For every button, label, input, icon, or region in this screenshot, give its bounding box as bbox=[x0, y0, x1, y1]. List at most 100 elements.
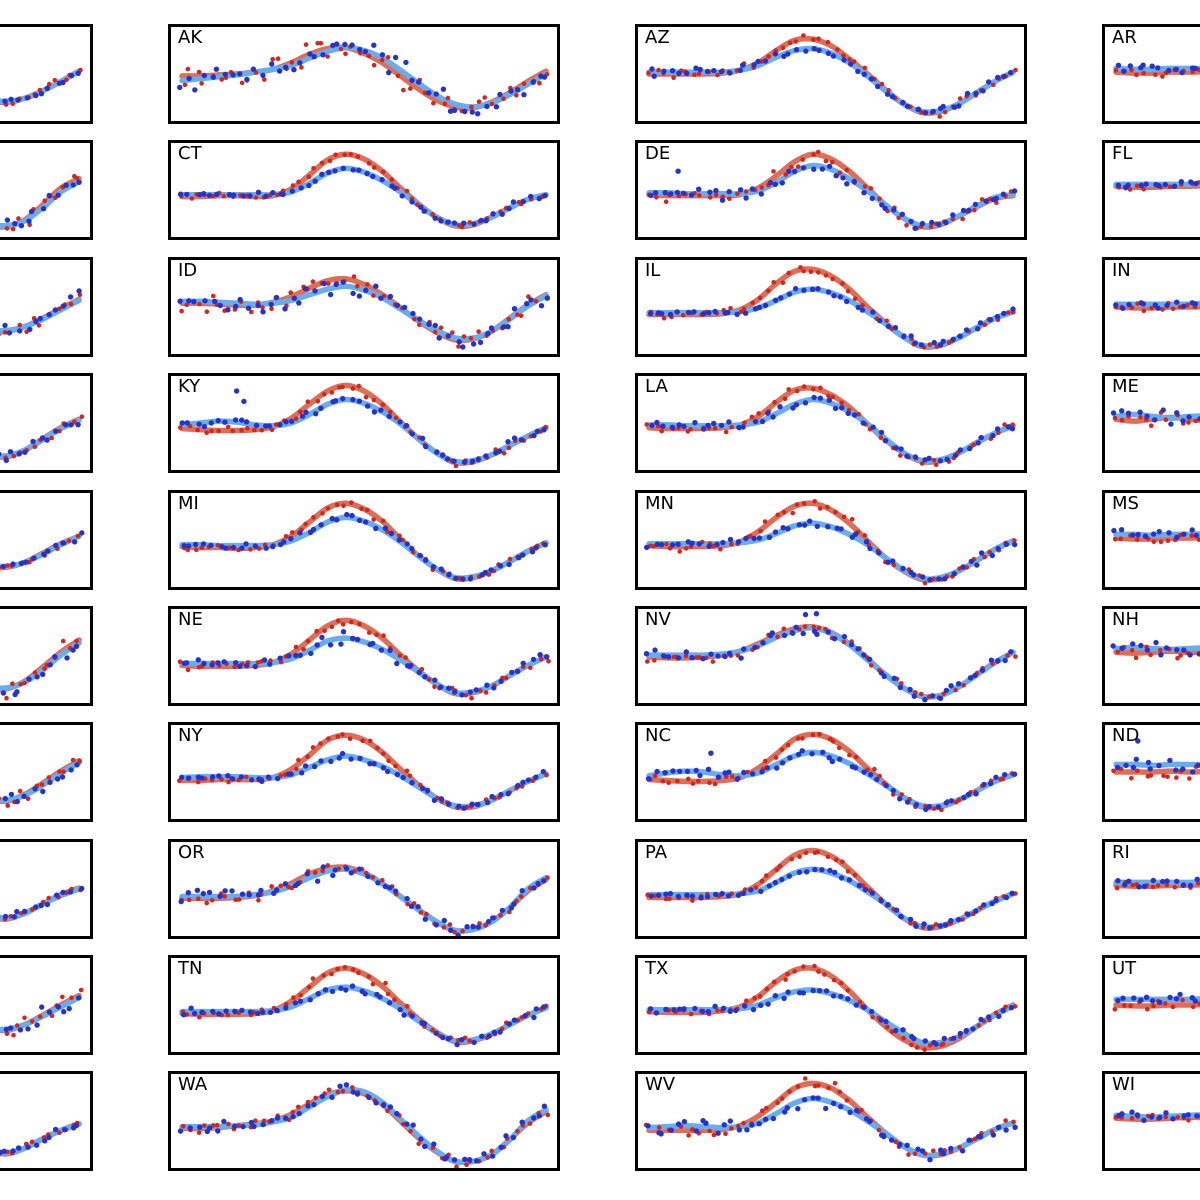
state-panel-IN: IN bbox=[1102, 257, 1200, 357]
blue-scatter bbox=[645, 748, 1018, 813]
blue-scatter bbox=[648, 163, 1018, 231]
trend-plot bbox=[1110, 639, 1200, 661]
blue-scatter bbox=[648, 866, 1015, 931]
trend-plot bbox=[0, 173, 82, 232]
trend-plot bbox=[646, 33, 1018, 119]
trend-plot bbox=[177, 40, 550, 117]
trend-plot bbox=[645, 847, 1018, 931]
panel-label: AZ bbox=[645, 27, 670, 48]
trend-plot bbox=[1113, 62, 1200, 79]
blue-scatter bbox=[1113, 299, 1199, 311]
blue-scatter bbox=[179, 395, 547, 465]
state-panel-UT: UT bbox=[1102, 955, 1200, 1055]
state-panel-OR: OR bbox=[168, 839, 560, 939]
red-scatter bbox=[177, 618, 551, 701]
blue-scatter bbox=[2, 70, 81, 104]
blue-scatter bbox=[0, 643, 80, 698]
state-panel-left-row2 bbox=[0, 140, 93, 240]
red-scatter bbox=[179, 863, 550, 935]
trend-plot bbox=[643, 1076, 1018, 1163]
blue-scatter bbox=[645, 1095, 1018, 1163]
trend-plot bbox=[178, 382, 549, 469]
panel-label: IL bbox=[645, 260, 661, 281]
panel-label: WI bbox=[1112, 1074, 1136, 1095]
panel-label: MS bbox=[1112, 493, 1139, 514]
panel-label: TN bbox=[178, 958, 203, 979]
state-panel-NC: NC bbox=[635, 722, 1027, 822]
blue-scatter bbox=[2, 288, 82, 336]
blue-scatter bbox=[647, 286, 1016, 348]
trend-plot bbox=[646, 265, 1016, 350]
panel-label: TX bbox=[645, 958, 669, 979]
state-panel-WV: WV bbox=[635, 1071, 1027, 1171]
trend-plot bbox=[1113, 179, 1200, 192]
blue-scatter bbox=[1114, 756, 1200, 775]
blue-scatter bbox=[643, 624, 1014, 703]
state-panel-ND: ND bbox=[1102, 722, 1200, 822]
trend-plot bbox=[0, 1120, 82, 1157]
state-panel-DE: DE bbox=[635, 140, 1027, 240]
trend-plot bbox=[1113, 1109, 1200, 1123]
panel-label: UT bbox=[1112, 958, 1137, 979]
trend-plot bbox=[643, 611, 1018, 703]
panel-label: IN bbox=[1112, 260, 1131, 281]
state-panel-left-row6 bbox=[0, 606, 93, 706]
blue-scatter bbox=[177, 165, 548, 227]
panel-label: NH bbox=[1112, 609, 1139, 630]
state-panel-TN: TN bbox=[168, 955, 560, 1055]
state-panel-NE: NE bbox=[168, 606, 560, 706]
blue-scatter bbox=[177, 279, 550, 350]
blue-scatter bbox=[3, 995, 82, 1033]
trend-plot bbox=[0, 67, 83, 107]
red-scatter bbox=[1112, 410, 1198, 428]
panel-label: NE bbox=[178, 609, 203, 630]
state-panel-FL: FL bbox=[1102, 140, 1200, 240]
state-panel-left-row7 bbox=[0, 722, 93, 822]
trend-plot bbox=[179, 965, 549, 1048]
state-panel-LA: LA bbox=[635, 373, 1027, 473]
state-panel-NV: NV bbox=[635, 606, 1027, 706]
trend-plot bbox=[645, 731, 1018, 813]
state-panel-left-row1 bbox=[0, 24, 93, 124]
panel-label: PA bbox=[645, 842, 668, 863]
blue-scatter bbox=[178, 864, 547, 936]
state-panel-AR: AR bbox=[1102, 24, 1200, 124]
red-scatter bbox=[1114, 879, 1200, 891]
trend-plot bbox=[1111, 738, 1200, 781]
blue-scatter bbox=[181, 629, 550, 698]
blue-scatter bbox=[1110, 639, 1200, 658]
panel-label: OR bbox=[178, 842, 205, 863]
red-scatter bbox=[1112, 997, 1200, 1012]
blue-scatter bbox=[1115, 991, 1198, 1005]
state-panel-IL: IL bbox=[635, 257, 1027, 357]
panel-label: AR bbox=[1112, 27, 1137, 48]
blue-scatter bbox=[0, 885, 85, 920]
panel-label: LA bbox=[645, 376, 668, 397]
state-panel-WI: WI bbox=[1102, 1071, 1200, 1171]
state-panel-NH: NH bbox=[1102, 606, 1200, 706]
red-scatter bbox=[1112, 532, 1200, 545]
panel-label: ME bbox=[1112, 376, 1139, 397]
state-panel-NY: NY bbox=[168, 722, 560, 822]
panel-label: WV bbox=[645, 1074, 676, 1095]
blue-scatter bbox=[1115, 876, 1200, 890]
panel-label: WA bbox=[178, 1074, 208, 1095]
trend-plot bbox=[0, 885, 85, 922]
state-panel-MI: MI bbox=[168, 490, 560, 590]
trend-plot bbox=[0, 414, 85, 463]
state-panel-left-row4 bbox=[0, 373, 93, 473]
trend-plot bbox=[0, 987, 84, 1038]
panel-label: KY bbox=[178, 376, 201, 397]
trend-plot bbox=[1110, 407, 1200, 428]
blue-scatter bbox=[0, 422, 81, 463]
state-panel-PA: PA bbox=[635, 839, 1027, 939]
blue-scatter bbox=[1115, 179, 1199, 190]
red-scatter bbox=[1115, 644, 1200, 661]
state-panel-left-row8 bbox=[0, 839, 93, 939]
trend-plot bbox=[177, 151, 549, 230]
panel-label: MI bbox=[178, 493, 199, 514]
trend-plot bbox=[644, 384, 1016, 468]
blue-scatter bbox=[179, 750, 546, 811]
blue-scatter bbox=[647, 987, 1015, 1047]
blue-scatter bbox=[649, 46, 1014, 116]
